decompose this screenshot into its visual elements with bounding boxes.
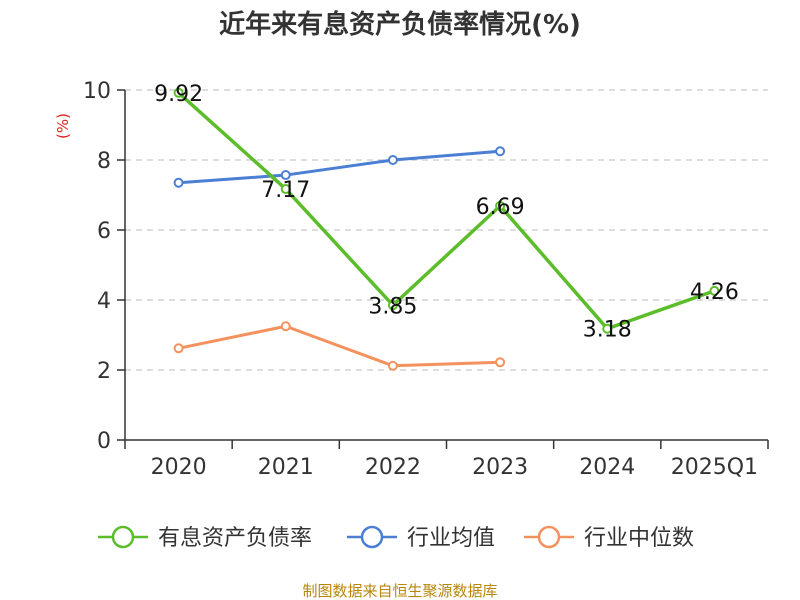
y-axis-label: (%) bbox=[54, 113, 72, 139]
data-label: 3.85 bbox=[368, 294, 417, 319]
data-label: 4.26 bbox=[690, 280, 739, 305]
chart-title: 近年来有息资产负债率情况(%) bbox=[219, 9, 581, 40]
legend-marker bbox=[111, 525, 135, 549]
data-point bbox=[173, 177, 184, 188]
data-point bbox=[495, 146, 506, 157]
data-point bbox=[280, 184, 291, 195]
legend-marker bbox=[360, 525, 384, 549]
data-point bbox=[280, 170, 291, 181]
data-point bbox=[173, 87, 184, 98]
data-point bbox=[387, 300, 398, 311]
data-point bbox=[602, 323, 613, 334]
x-tick-label: 2025Q1 bbox=[671, 455, 758, 480]
data-point bbox=[387, 360, 398, 371]
data-labels: 9.92 7.17 3.85 6.69 3.18 4.26 bbox=[154, 82, 739, 343]
data-label: 7.17 bbox=[261, 178, 310, 203]
legend-label: 行业中位数 bbox=[584, 526, 694, 551]
data-label: 9.92 bbox=[154, 82, 203, 107]
legend-marker bbox=[537, 525, 561, 549]
x-tick-label: 2022 bbox=[365, 455, 421, 480]
y-tick-label: 6 bbox=[97, 219, 111, 244]
data-point bbox=[495, 200, 506, 211]
y-tick-label: 10 bbox=[83, 79, 111, 104]
axes: 0 2 4 6 8 10 2020 2021 2022 2023 2024 2025Q1 bbox=[83, 79, 769, 480]
x-tick-label: 2024 bbox=[579, 455, 635, 480]
source-note: 制图数据来自恒生聚源数据库 bbox=[302, 582, 497, 600]
legend-label: 有息资产负债率 bbox=[158, 526, 312, 551]
series-line bbox=[178, 324, 501, 368]
series-layer bbox=[173, 87, 720, 371]
data-point bbox=[387, 155, 398, 165]
data-point bbox=[280, 321, 291, 332]
x-tick-label: 2023 bbox=[472, 455, 528, 480]
data-point bbox=[173, 343, 184, 354]
data-point bbox=[495, 357, 506, 368]
y-tick-label: 8 bbox=[97, 149, 111, 174]
data-point bbox=[709, 285, 720, 296]
data-label: 6.69 bbox=[476, 195, 525, 220]
y-tick-label: 4 bbox=[97, 289, 111, 314]
x-tick-label: 2021 bbox=[258, 455, 314, 480]
y-tick-label: 0 bbox=[97, 429, 111, 454]
gridlines bbox=[125, 89, 768, 371]
legend: 有息资产负债率 行业均值 行业中位数 bbox=[98, 525, 694, 551]
legend-label: 行业均值 bbox=[407, 526, 495, 551]
series-line bbox=[177, 91, 715, 331]
y-tick-label: 2 bbox=[97, 359, 111, 384]
series-line bbox=[178, 149, 501, 185]
x-tick-label: 2020 bbox=[151, 455, 207, 480]
data-label: 3.18 bbox=[583, 318, 632, 343]
